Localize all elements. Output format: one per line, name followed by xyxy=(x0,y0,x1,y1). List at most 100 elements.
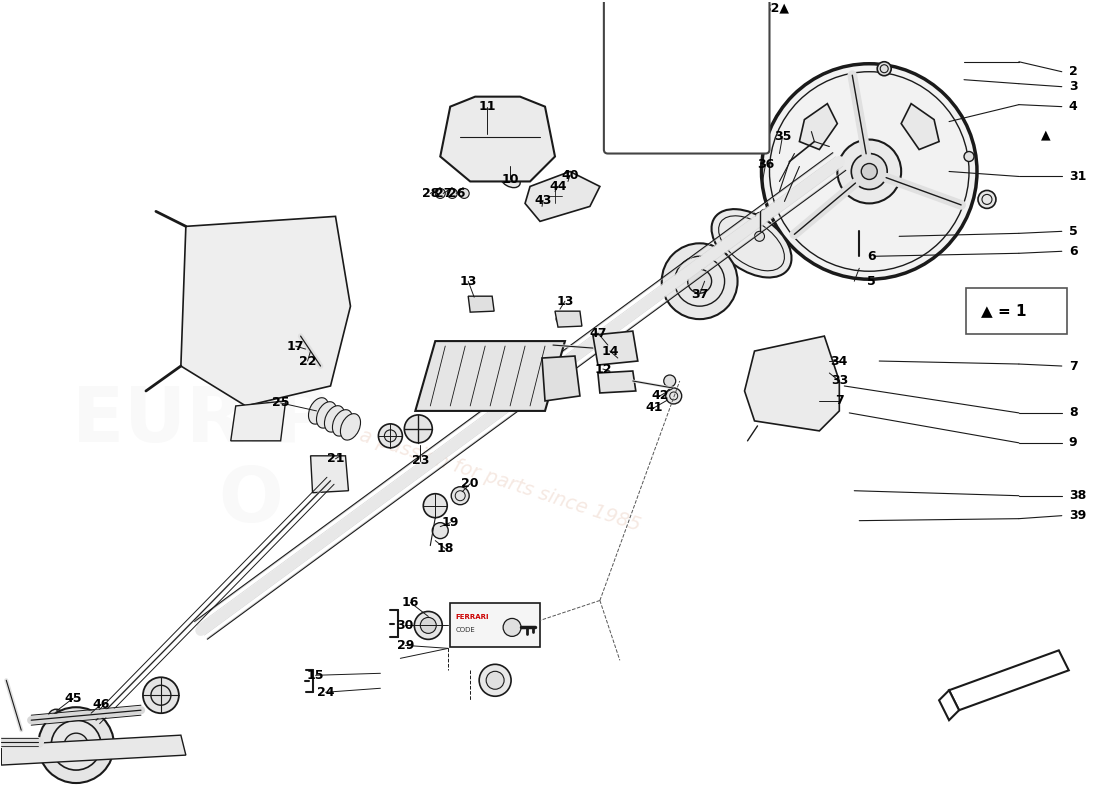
Circle shape xyxy=(486,671,504,690)
Text: 13: 13 xyxy=(460,274,477,288)
Polygon shape xyxy=(542,356,580,401)
Circle shape xyxy=(405,415,432,443)
Text: 7: 7 xyxy=(835,394,844,407)
Circle shape xyxy=(631,21,741,130)
Text: 21: 21 xyxy=(327,452,344,466)
Circle shape xyxy=(238,333,254,349)
FancyBboxPatch shape xyxy=(966,288,1067,334)
Circle shape xyxy=(548,190,562,203)
Polygon shape xyxy=(702,44,725,70)
Ellipse shape xyxy=(317,402,337,428)
Circle shape xyxy=(877,62,891,76)
Text: 36: 36 xyxy=(757,158,774,171)
Circle shape xyxy=(436,189,446,198)
Text: 39: 39 xyxy=(1069,509,1086,522)
Circle shape xyxy=(451,486,470,505)
FancyBboxPatch shape xyxy=(604,0,770,154)
Circle shape xyxy=(755,231,764,242)
Circle shape xyxy=(432,522,448,538)
Text: 15: 15 xyxy=(307,669,324,682)
Ellipse shape xyxy=(308,398,329,424)
Polygon shape xyxy=(901,104,939,150)
Text: 7: 7 xyxy=(1069,359,1078,373)
Text: 10: 10 xyxy=(502,173,519,186)
Text: FERRARI: FERRARI xyxy=(455,614,488,621)
Circle shape xyxy=(662,243,738,319)
Text: 14: 14 xyxy=(601,345,618,358)
Circle shape xyxy=(861,163,877,179)
Text: 18: 18 xyxy=(437,542,454,555)
Text: 22: 22 xyxy=(299,354,317,367)
Text: 35: 35 xyxy=(773,130,791,143)
Text: 20: 20 xyxy=(461,478,478,490)
Text: 13: 13 xyxy=(557,294,574,308)
Circle shape xyxy=(978,190,996,208)
Polygon shape xyxy=(180,216,351,406)
Polygon shape xyxy=(939,690,959,720)
Circle shape xyxy=(666,388,682,404)
Text: 30: 30 xyxy=(397,619,414,632)
Text: 46: 46 xyxy=(92,698,110,710)
Circle shape xyxy=(78,710,95,725)
Text: 23: 23 xyxy=(411,454,429,467)
Text: 8: 8 xyxy=(1069,406,1077,419)
Circle shape xyxy=(761,64,977,279)
Circle shape xyxy=(669,58,705,94)
Text: 32▲: 32▲ xyxy=(762,2,790,14)
Circle shape xyxy=(760,210,769,218)
Polygon shape xyxy=(525,171,600,222)
Text: 43: 43 xyxy=(535,194,552,207)
Polygon shape xyxy=(469,296,494,312)
Text: 38: 38 xyxy=(1069,490,1086,502)
Circle shape xyxy=(676,66,696,86)
Text: 34: 34 xyxy=(830,354,848,367)
Circle shape xyxy=(300,343,317,359)
Polygon shape xyxy=(949,650,1069,710)
Circle shape xyxy=(556,315,564,323)
Circle shape xyxy=(251,413,271,433)
Circle shape xyxy=(766,206,773,214)
Text: 5: 5 xyxy=(1069,225,1078,238)
Circle shape xyxy=(245,291,286,331)
Text: 33: 33 xyxy=(830,374,848,387)
Polygon shape xyxy=(1,735,186,765)
Circle shape xyxy=(143,678,179,714)
Text: 31: 31 xyxy=(1069,170,1086,183)
Text: 25: 25 xyxy=(272,397,289,410)
Circle shape xyxy=(459,189,470,198)
Circle shape xyxy=(151,686,170,706)
Text: ▲: ▲ xyxy=(1041,128,1050,141)
Text: O: O xyxy=(218,464,283,538)
Text: 26: 26 xyxy=(448,187,465,200)
Polygon shape xyxy=(231,401,286,441)
Circle shape xyxy=(681,68,693,80)
Circle shape xyxy=(536,206,548,218)
Circle shape xyxy=(48,710,64,725)
Text: 41: 41 xyxy=(645,402,662,414)
Circle shape xyxy=(39,707,114,783)
Ellipse shape xyxy=(340,414,361,440)
Circle shape xyxy=(562,179,574,191)
Circle shape xyxy=(688,270,712,293)
Text: 2: 2 xyxy=(1069,66,1078,78)
Circle shape xyxy=(424,494,448,518)
Text: a passion for parts since 1985: a passion for parts since 1985 xyxy=(358,426,644,535)
Circle shape xyxy=(756,212,763,220)
Text: 3: 3 xyxy=(1069,80,1077,93)
Ellipse shape xyxy=(324,406,344,432)
Circle shape xyxy=(64,733,88,757)
Polygon shape xyxy=(556,311,582,327)
Text: 17: 17 xyxy=(287,339,305,353)
Ellipse shape xyxy=(712,209,792,278)
FancyBboxPatch shape xyxy=(450,603,540,647)
Text: ▲ = 1: ▲ = 1 xyxy=(981,304,1026,318)
Text: 42: 42 xyxy=(651,390,669,402)
Text: 9: 9 xyxy=(1069,436,1077,450)
Polygon shape xyxy=(649,44,672,70)
Text: 12: 12 xyxy=(594,362,612,375)
Text: 40: 40 xyxy=(561,169,579,182)
Circle shape xyxy=(763,390,776,402)
Circle shape xyxy=(503,618,521,636)
Text: 16: 16 xyxy=(402,596,419,609)
Text: 5: 5 xyxy=(867,274,876,288)
